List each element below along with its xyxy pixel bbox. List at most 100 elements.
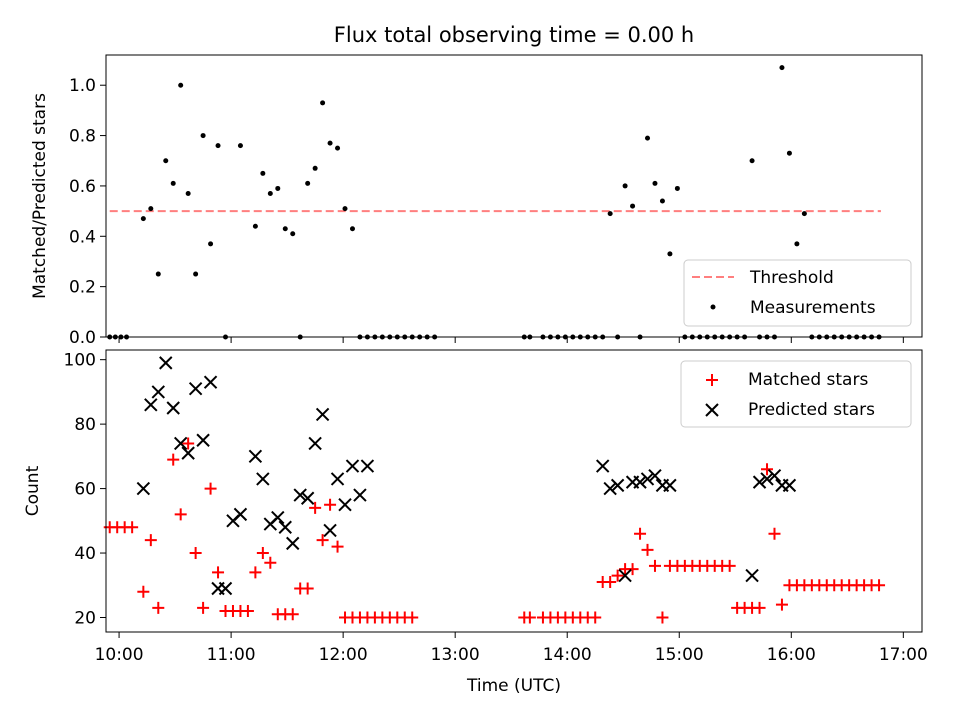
predicted-star-point [315,407,330,422]
count-legend-box [680,360,912,428]
count-y-ticks: 20 40 60 80 100 [64,351,106,628]
matched-star-point [761,463,774,476]
predicted-star-point [610,478,625,493]
count-y-tick-label: 100 [64,351,96,371]
matched-star-point [523,611,536,624]
predicted-star-point [663,478,677,493]
measurement-point [645,135,651,141]
measurement-point [335,145,341,151]
predicted-star-point [286,536,300,551]
x-tick-label: 17:00 [879,645,928,665]
count-panel: 20 40 60 80 100 10:00 11:00 12:00 13:00 14:00 15:… [23,349,928,696]
measurement-point [342,206,348,212]
x-tick-label: 10:00 [95,645,144,665]
matched-star-point [753,601,766,614]
measurement-point [659,198,665,204]
ratio-y-tick-label: 0.8 [69,127,96,147]
matched-star-point [197,601,210,614]
measurement-point [801,211,807,217]
measurement-point [749,158,755,164]
measurement-point [267,190,273,196]
measurement-point [779,65,785,71]
predicted-star-point [595,459,610,473]
predicted-star-point [618,568,632,583]
predicted-star-point [353,488,367,502]
chart-title: Flux total observing time = 0.00 h [334,23,694,47]
legend-measurements-label: Measurements [750,298,876,318]
matched-star-point [249,566,262,579]
matched-star-point [656,611,669,624]
measurement-point [178,82,184,88]
matched-star-point [152,601,165,614]
matched-star-point [611,569,624,582]
predicted-star-point [300,491,315,505]
measurement-point [200,133,206,139]
measurement-point [622,183,628,189]
matched-star-point [256,547,269,560]
predicted-star-point [752,475,767,489]
x-tick-label: 14:00 [543,645,592,665]
matched-star-point [589,611,602,624]
matched-star-point [634,527,647,540]
matched-star-point [137,585,150,598]
measurement-point [237,143,243,149]
count-y-axis-label: Count [23,465,43,516]
matched-star-point [873,579,886,592]
predicted-star-point [166,401,180,415]
predicted-star-point [330,472,345,486]
measurement-point [275,185,281,191]
predicted-star-point [338,497,352,512]
matched-star-point [126,521,139,534]
count-y-tick-label: 40 [74,544,96,564]
predicted-star-point [782,478,797,493]
legend-matched-swatch [706,374,718,386]
measurement-point [148,206,154,212]
ratio-panel: 0.0 0.2 0.4 0.6 0.8 1.0 Matched/Predicted sta… [30,54,923,348]
matched-star-point [768,527,781,540]
measurement-point [652,180,658,186]
matched-star-point [723,559,736,572]
predicted-star-point [181,446,195,460]
matched-star-point [286,608,299,621]
measurement-point [607,211,613,217]
matched-star-point [204,482,217,495]
predicted-star-point [293,488,307,502]
ratio-y-ticks: 0.0 0.2 0.4 0.6 0.8 1.0 [69,76,106,348]
measurement-point [170,180,176,186]
predicted-star-point [233,507,248,522]
predicted-star-point [308,436,322,451]
matched-star-point [406,611,419,624]
measurement-point [290,231,296,237]
ratio-legend-box [683,259,912,327]
matched-star-point [264,556,277,569]
matched-star-point [648,559,661,572]
predicted-star-point [218,581,233,596]
measurement-point [667,251,673,257]
ratio-y-tick-label: 1.0 [69,76,96,96]
count-axes-frame [105,349,923,633]
predicted-star-point [203,375,218,389]
predicted-star-point [603,481,617,496]
measurement-point [630,203,636,209]
count-x-ticks: 10:00 11:00 12:00 13:00 14:00 15:00 16:00 17:00 [95,632,928,665]
x-tick-label: 12:00 [319,645,368,665]
count-plot-area [103,356,886,624]
predicted-star-point [345,459,360,473]
predicted-star-point [136,481,151,496]
predicted-star-point [151,385,165,399]
legend-predicted-label: Predicted stars [748,400,875,420]
predicted-star-point [173,436,188,451]
predicted-star-point [188,381,203,396]
predicted-star-point [633,475,647,489]
measurement-point [163,158,169,164]
predicted-star-point [767,468,782,483]
x-tick-label: 13:00 [431,645,480,665]
ratio-y-tick-label: 0.0 [69,328,96,348]
measurement-point [305,180,311,186]
predicted-star-point [648,468,662,483]
measurement-point [193,271,199,277]
legend-predicted-swatch [705,403,719,417]
matched-star-point [316,534,329,547]
ratio-y-tick-label: 0.2 [69,278,96,298]
